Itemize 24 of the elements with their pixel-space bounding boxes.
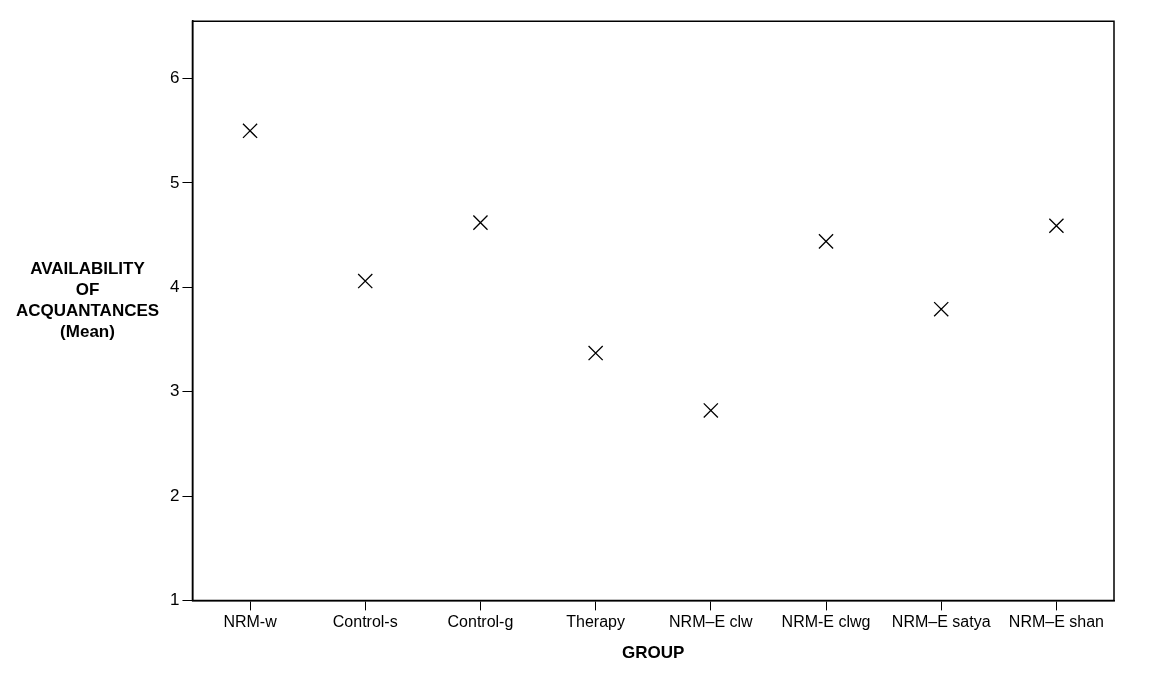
y-tick-label: 1: [169, 590, 180, 610]
point: [587, 345, 604, 361]
point: [703, 402, 719, 419]
y-tick-label: 4: [169, 277, 180, 297]
point: [242, 123, 258, 139]
x-tick-label: Control-g: [447, 613, 514, 631]
x-tick-label: Therapy: [566, 613, 625, 631]
y-tick-label: 3: [169, 381, 180, 401]
x-tick-label: NRM–E shan: [1008, 613, 1104, 631]
y-axis-title: AVAILABILITY OF ACQUANTANCES (Mean): [14, 258, 161, 342]
point: [933, 301, 949, 317]
point: [818, 233, 834, 250]
y-tick-label: 2: [169, 485, 180, 505]
x-tick-label: NRM-E clwg: [781, 613, 871, 631]
x-tick-label: Control-s: [332, 613, 398, 631]
x-tick-label: NRM–E satya: [891, 613, 991, 631]
point: [472, 214, 489, 231]
x-axis-title: GROUP: [622, 643, 685, 663]
point: [1048, 218, 1065, 234]
x-tick-label: NRM–E clw: [669, 613, 754, 631]
x-tick-label: NRM-w: [223, 613, 278, 631]
y-tick-label: 6: [169, 68, 180, 88]
y-tick-label: 5: [169, 172, 180, 192]
point: [357, 273, 373, 289]
